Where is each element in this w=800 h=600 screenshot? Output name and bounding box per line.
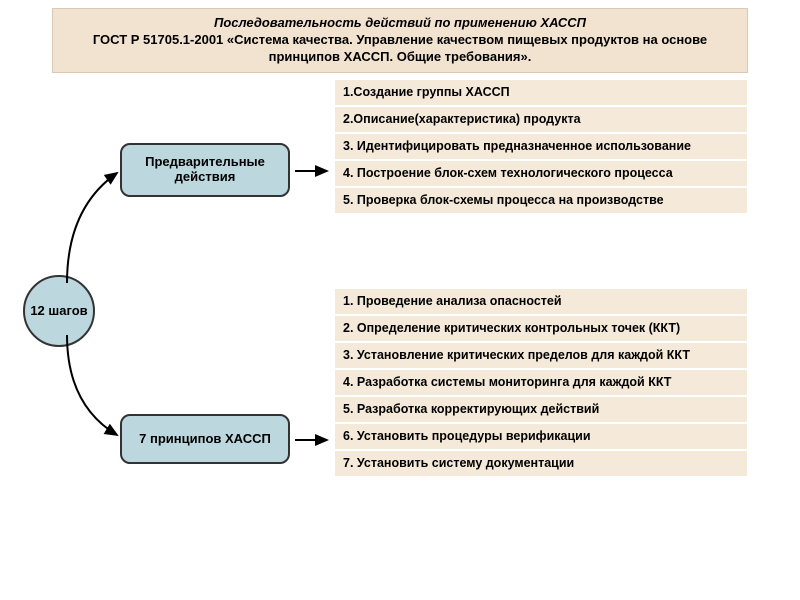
- list-item: 4. Разработка системы мониторинга для ка…: [335, 370, 747, 397]
- box-7-principles: 7 принципов ХАССП: [120, 414, 290, 464]
- list-item: 1. Проведение анализа опасностей: [335, 289, 747, 316]
- list-item: 3. Установление критических пределов для…: [335, 343, 747, 370]
- list-preliminary: 1.Создание группы ХАССП 2.Описание(харак…: [335, 80, 747, 215]
- box-preliminary: Предварительные действия: [120, 143, 290, 197]
- list-item: 6. Установить процедуры верификации: [335, 424, 747, 451]
- list-item: 3. Идентифицировать предназначенное испо…: [335, 134, 747, 161]
- header-line1: Последовательность действий по применени…: [63, 15, 737, 32]
- list-item: 5. Разработка корректирующих действий: [335, 397, 747, 424]
- list-item: 4. Построение блок-схем технологического…: [335, 161, 747, 188]
- arrow-circle-box1: [62, 168, 132, 288]
- list-item: 2. Определение критических контрольных т…: [335, 316, 747, 343]
- box2-label: 7 принципов ХАССП: [139, 432, 271, 447]
- arrow-circle-box2: [62, 335, 132, 445]
- list-item: 5. Проверка блок-схемы процесса на произ…: [335, 188, 747, 215]
- list-item: 1.Создание группы ХАССП: [335, 80, 747, 107]
- list-item: 7. Установить систему документации: [335, 451, 747, 478]
- header-line2: ГОСТ Р 51705.1-2001 «Система качества. У…: [63, 32, 737, 66]
- list-item: 2.Описание(характеристика) продукта: [335, 107, 747, 134]
- list-principles: 1. Проведение анализа опасностей 2. Опре…: [335, 289, 747, 478]
- header-box: Последовательность действий по применени…: [52, 8, 748, 73]
- arrow-box2-list2: [293, 432, 333, 448]
- box1-label: Предварительные действия: [122, 155, 288, 185]
- arrow-box1-list1: [293, 163, 333, 179]
- circle-label: 12 шагов: [30, 304, 87, 319]
